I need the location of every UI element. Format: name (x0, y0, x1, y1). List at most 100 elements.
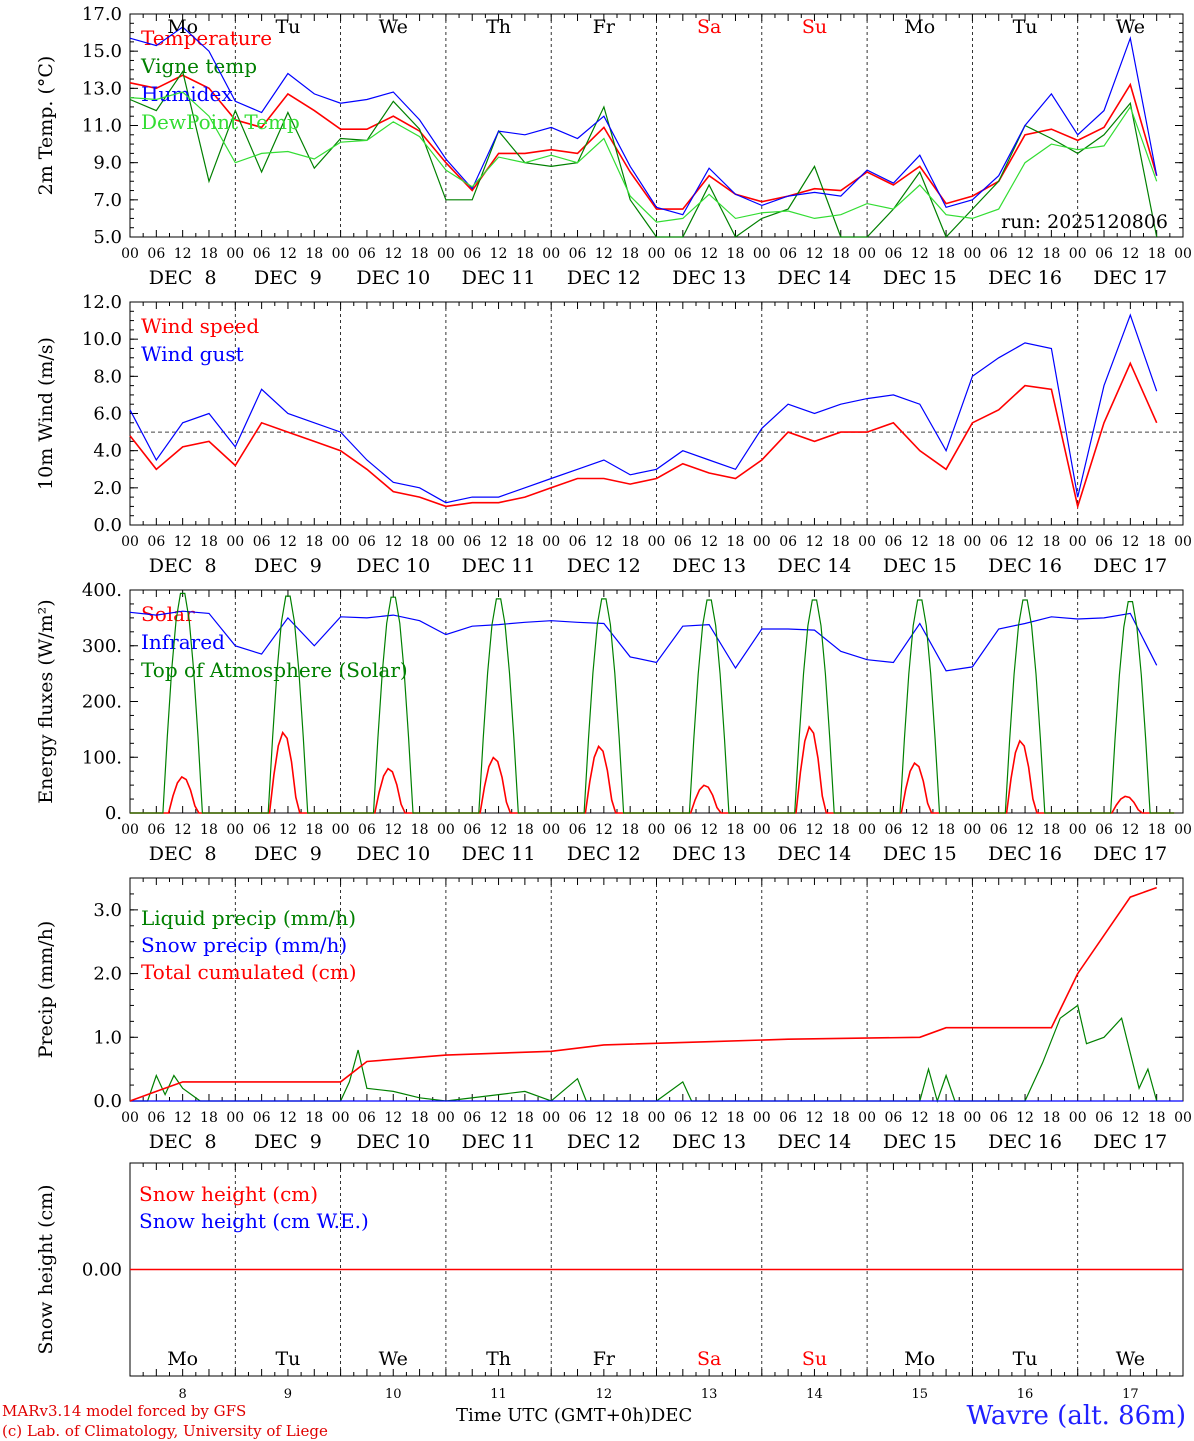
hour-tick-label: 06 (674, 822, 692, 838)
hour-tick-label: 06 (674, 1110, 692, 1126)
hour-tick-label: 18 (727, 246, 745, 262)
day-name: Tu (1013, 16, 1038, 38)
y-tick-label: 2.0 (93, 478, 122, 499)
hour-tick-label: 12 (174, 534, 192, 550)
date-label: DEC 16 (988, 267, 1062, 289)
hour-tick-label: 12 (911, 822, 929, 838)
hour-tick-label: 00 (753, 1110, 771, 1126)
y-axis-label: Precip (mm/h) (35, 921, 57, 1059)
date-label: DEC 14 (778, 267, 852, 289)
y-tick-label: 10.0 (82, 329, 122, 350)
hour-tick-label: 00 (648, 1110, 666, 1126)
hour-tick-label: 18 (1148, 822, 1166, 838)
y-tick-label: 15.0 (82, 41, 122, 62)
hour-tick-label: 12 (595, 534, 613, 550)
date-label: DEC 15 (883, 843, 957, 865)
hour-tick-label: 00 (963, 534, 981, 550)
y-tick-label: 0.0 (93, 515, 122, 536)
hour-tick-label: 06 (253, 822, 271, 838)
day-number-label: 10 (385, 1387, 402, 1402)
legend-entry: Infrared (141, 630, 225, 654)
series-line-vigne-temp (129, 70, 1158, 239)
hour-tick-label: 06 (569, 246, 587, 262)
y-tick-label: 0.00 (82, 1260, 122, 1281)
hour-tick-label: 06 (569, 1110, 587, 1126)
date-label: DEC 13 (672, 1131, 746, 1153)
hour-tick-label: 00 (437, 822, 455, 838)
hour-tick-label: 00 (858, 822, 876, 838)
series-line-wind-speed (129, 361, 1158, 510)
hour-tick-label: 18 (621, 1110, 639, 1126)
hour-tick-label: 12 (1016, 534, 1034, 550)
xlabel: Time UTC (GMT+0h) (456, 1405, 651, 1426)
date-label: DEC 17 (1093, 1131, 1167, 1153)
day-name: Th (486, 1348, 511, 1370)
legend-entry: Temperature (141, 26, 272, 50)
hour-tick-label: 18 (937, 822, 955, 838)
hour-tick-label: 12 (1121, 246, 1139, 262)
date-label: DEC 10 (356, 1131, 430, 1153)
hour-tick-label: 06 (779, 822, 797, 838)
legend-entry: Humidex (141, 82, 233, 106)
hour-tick-label: 12 (700, 534, 718, 550)
hour-tick-label: 12 (595, 246, 613, 262)
hour-tick-label: 06 (885, 246, 903, 262)
hour-tick-label: 12 (595, 822, 613, 838)
hour-tick-label: 00 (542, 822, 560, 838)
series-line-infrared (129, 610, 1158, 672)
hour-tick-label: 06 (358, 246, 376, 262)
series-line-solar (130, 725, 1175, 814)
hour-tick-label: 12 (490, 246, 508, 262)
hour-tick-label: 12 (384, 246, 402, 262)
day-name: Tu (275, 16, 300, 38)
date-label: DEC 8 (149, 267, 217, 289)
hour-tick-label: 18 (516, 534, 534, 550)
legend-entry: Wind gust (141, 342, 244, 366)
day-number-label: 13 (701, 1387, 718, 1402)
hour-tick-label: 06 (779, 534, 797, 550)
hour-tick-label: 18 (200, 822, 218, 838)
hour-tick-label: 06 (885, 822, 903, 838)
date-label: DEC 12 (567, 555, 641, 577)
hour-tick-label: 12 (384, 822, 402, 838)
hour-tick-label: 12 (174, 822, 192, 838)
lab-line: (c) Lab. of Climatology, University of L… (2, 1422, 328, 1440)
day-number-label: 17 (1122, 1387, 1139, 1402)
hour-tick-label: 18 (1148, 1110, 1166, 1126)
hour-tick-label: 12 (384, 534, 402, 550)
date-label: DEC 13 (672, 267, 746, 289)
date-label: DEC 16 (988, 1131, 1062, 1153)
run-annotation: run: 2025120806 (1001, 211, 1168, 233)
date-label: DEC 12 (567, 1131, 641, 1153)
hour-tick-label: 18 (832, 822, 850, 838)
date-label: DEC 12 (567, 843, 641, 865)
hour-tick-label: 06 (253, 1110, 271, 1126)
hour-tick-label: 00 (226, 534, 244, 550)
hour-tick-label: 18 (516, 246, 534, 262)
hour-tick-label: 18 (621, 534, 639, 550)
day-name: We (1116, 16, 1145, 38)
day-name: Fr (593, 1348, 616, 1370)
hour-tick-label: 12 (700, 246, 718, 262)
hour-tick-label: 12 (595, 1110, 613, 1126)
hour-tick-label: 12 (700, 822, 718, 838)
hour-tick-label: 00 (1174, 534, 1192, 550)
hour-tick-label: 00 (121, 246, 139, 262)
hour-tick-label: 18 (832, 534, 850, 550)
hour-tick-label: 00 (963, 246, 981, 262)
hour-tick-label: 00 (437, 246, 455, 262)
hour-tick-label: 12 (1121, 1110, 1139, 1126)
hour-tick-label: 18 (937, 246, 955, 262)
time-axis-label: Time UTC (GMT+0h)DEC (456, 1405, 692, 1426)
hour-tick-label: 00 (1174, 246, 1192, 262)
day-name: We (379, 1348, 408, 1370)
date-label: DEC 10 (356, 843, 430, 865)
hour-tick-label: 00 (648, 246, 666, 262)
hour-tick-label: 18 (411, 822, 429, 838)
hour-tick-label: 06 (885, 1110, 903, 1126)
hour-tick-label: 00 (1174, 822, 1192, 838)
hour-tick-label: 12 (1121, 534, 1139, 550)
hour-tick-label: 06 (990, 534, 1008, 550)
series-line-dewpoint-temp (129, 91, 1158, 223)
date-label: DEC 14 (778, 555, 852, 577)
